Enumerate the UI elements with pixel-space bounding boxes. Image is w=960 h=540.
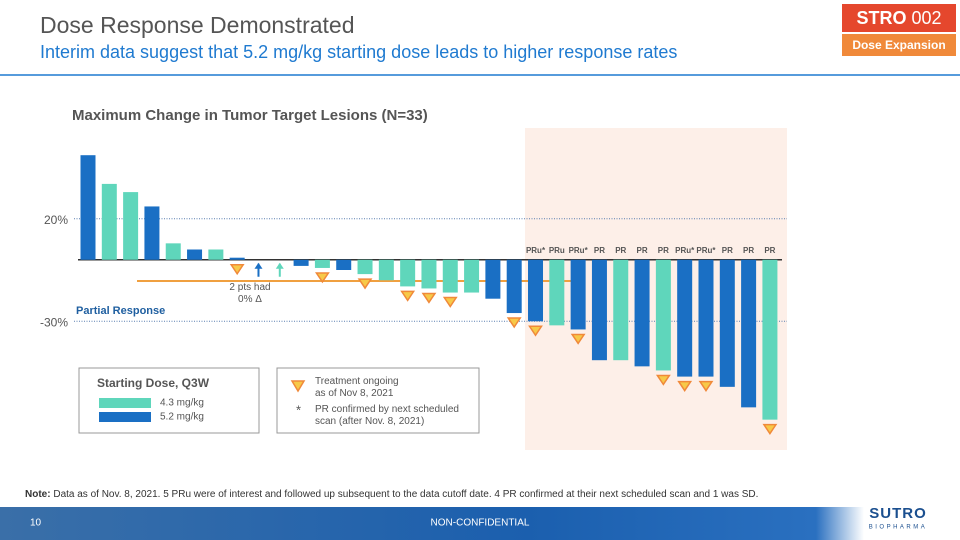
bar	[314, 259, 330, 268]
bar	[123, 192, 139, 260]
ongoing-marker	[655, 374, 671, 386]
bar	[528, 259, 544, 322]
bar	[485, 259, 501, 299]
bar	[698, 259, 714, 377]
ongoing-marker	[698, 380, 714, 392]
star: *	[296, 402, 301, 417]
response-label: PRu*	[675, 246, 695, 255]
bar	[293, 259, 309, 266]
logo: SUTRO	[869, 505, 927, 522]
response-label: PR	[722, 246, 733, 255]
bar	[357, 259, 373, 275]
bar	[591, 259, 607, 361]
legend-label: 5.2 mg/kg	[160, 412, 204, 423]
y-tick-label: 20%	[44, 213, 68, 227]
response-label: PRu*	[696, 246, 716, 255]
bar	[506, 259, 522, 314]
bar	[762, 259, 778, 420]
response-label: PRu*	[569, 246, 589, 255]
bar	[634, 259, 650, 367]
bar	[229, 257, 245, 260]
badge-tag: Dose Expansion	[852, 38, 945, 52]
note-lead: Note:	[25, 489, 51, 500]
legend-label: 4.3 mg/kg	[160, 398, 204, 409]
badge-number: 002	[911, 8, 941, 28]
footer-band	[0, 507, 960, 540]
badge-text: STRO 002	[856, 8, 941, 28]
ongoing-marker	[400, 290, 416, 302]
legend-title: Starting Dose, Q3W	[97, 376, 210, 390]
bar	[741, 259, 757, 408]
response-label: PRu	[549, 246, 565, 255]
bar	[655, 259, 671, 371]
response-label: PRu*	[526, 246, 546, 255]
threshold-label: Partial Response	[76, 305, 165, 317]
bar	[80, 155, 96, 260]
response-label: PR	[636, 246, 647, 255]
ongoing-marker	[421, 292, 437, 304]
badge-tag-box	[842, 34, 956, 56]
logo-sub: BIOPHARMA	[869, 525, 928, 531]
ongoing-marker	[762, 423, 778, 436]
subtitle: Interim data suggest that 5.2 mg/kg star…	[40, 42, 677, 62]
ongoing-marker	[528, 325, 543, 337]
title: Dose Response Demonstrated	[40, 12, 355, 38]
bar	[442, 259, 458, 293]
bar	[677, 259, 693, 377]
bar	[570, 259, 586, 330]
bar	[336, 259, 352, 270]
chart-title: Maximum Change in Tumor Target Lesions (…	[72, 107, 428, 124]
ongoing-marker	[506, 317, 522, 329]
bar	[400, 259, 416, 287]
bar	[144, 206, 160, 260]
response-label: PR	[743, 246, 754, 255]
bar	[464, 259, 480, 293]
ongoing-marker	[357, 278, 373, 290]
note-text: Data as of Nov. 8, 2021. 5 PRu were of i…	[53, 489, 758, 500]
bar	[421, 259, 437, 289]
ongoing-marker	[442, 296, 458, 308]
legend-swatch	[99, 398, 151, 408]
legend-swatch	[99, 412, 151, 422]
star-label: PR confirmed by next scheduled scan (afte…	[315, 404, 459, 427]
bar	[101, 183, 117, 260]
ongoing-label: Treatment ongoing as of Nov 8, 2021	[315, 376, 399, 399]
badge-bold: STRO	[856, 8, 906, 28]
badge	[842, 4, 956, 32]
bar	[378, 259, 394, 281]
response-label: PR	[658, 246, 669, 255]
bar	[719, 259, 735, 387]
bar	[549, 259, 565, 326]
response-label: PR	[594, 246, 605, 255]
response-label: PR	[615, 246, 626, 255]
classification: NON-CONFIDENTIAL	[431, 518, 530, 529]
ongoing-marker	[570, 333, 586, 345]
bar	[613, 259, 629, 361]
response-label: PR	[764, 246, 775, 255]
y-tick-label: -30%	[40, 315, 68, 329]
bar	[208, 249, 224, 260]
page-number: 10	[30, 518, 42, 529]
ongoing-icon	[290, 380, 306, 393]
note: Note: Data as of Nov. 8, 2021. 5 PRu wer…	[25, 489, 758, 500]
zero-arrow-head	[254, 262, 263, 269]
zero-note: 2 pts had 0% Δ	[229, 282, 270, 305]
bar	[165, 243, 181, 260]
ongoing-marker	[677, 380, 693, 392]
zero-arrow-head	[275, 262, 284, 269]
key-box	[276, 367, 480, 434]
ongoing-marker	[229, 264, 245, 276]
ongoing-marker	[315, 272, 330, 284]
bar	[187, 249, 203, 260]
